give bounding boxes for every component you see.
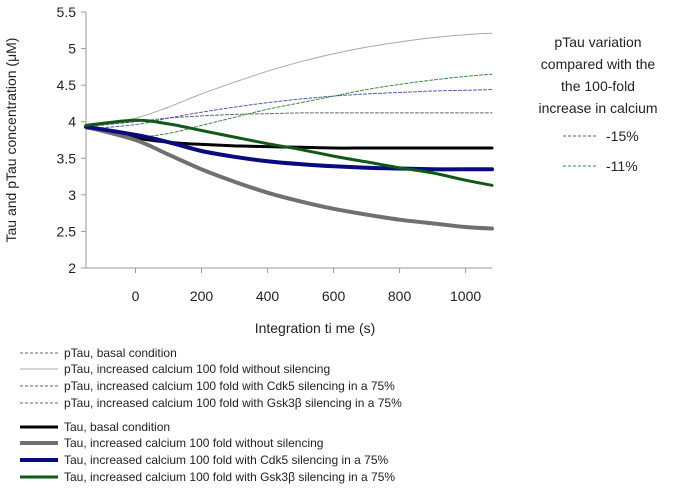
side-panel-title-line: pTau variation: [554, 34, 641, 50]
x-tick-label: 1000: [450, 288, 481, 304]
x-tick-label: 800: [388, 288, 412, 304]
legend-entry-label: pTau, increased calcium 100 fold with Cd…: [64, 379, 395, 393]
axes: 2 2.5 3 3.5 4 4.5 5 5.5 0 200 400 600 800 1000: [57, 4, 492, 304]
x-tick-label: 400: [256, 288, 280, 304]
legend-entry-label: Tau, basal condition: [64, 420, 170, 434]
series-layer: [84, 32, 494, 231]
side-panel-title-line: compared with the: [541, 56, 656, 72]
legend-entry-label: pTau, basal condition: [64, 346, 177, 360]
axis-titles: Integration ti me (s) Tau and pTau conce…: [3, 38, 375, 336]
y-tick-label: 5.5: [57, 4, 77, 20]
x-axis-title: Integration ti me (s): [255, 320, 376, 336]
legend: pTau, basal condition pTau, increased cal…: [20, 346, 402, 484]
x-tick-label: 200: [190, 288, 214, 304]
y-tick-label: 4: [68, 114, 76, 130]
series-line-4: [85, 73, 493, 137]
side-panel-title-line: the 100-fold: [561, 78, 635, 94]
y-tick-label: 5: [68, 41, 76, 57]
series-line-2: [85, 32, 493, 128]
y-axis-title: Tau and pTau concentration (μM): [3, 38, 19, 243]
x-tick-label: 600: [322, 288, 346, 304]
side-panel-label: -15%: [606, 128, 639, 144]
y-tick-label: 3.5: [57, 150, 77, 166]
series-line-3: [85, 89, 493, 130]
legend-entry-label: pTau, increased calcium 100 fold with Gs…: [64, 396, 402, 410]
legend-entry-label: Tau, increased calcium 100 fold with Gsk…: [64, 470, 395, 484]
y-tick-label: 4.5: [57, 77, 77, 93]
y-tick-label: 2: [68, 260, 76, 276]
legend-entry-label: pTau, increased calcium 100 fold without…: [64, 362, 330, 376]
legend-entry-label: Tau, increased calcium 100 fold with Cdk…: [64, 453, 389, 467]
y-tick-label: 3: [68, 187, 76, 203]
series-line-7: [84, 124, 494, 172]
side-panel-title-line: increase in calcium: [538, 100, 657, 116]
series-line-6: [84, 124, 494, 231]
series-line-8: [84, 118, 494, 187]
x-tick-label: 0: [132, 288, 140, 304]
legend-entry-label: Tau, increased calcium 100 fold without …: [64, 436, 323, 450]
side-panel: pTau variation compared with the the 100-f…: [538, 34, 657, 174]
y-tick-label: 2.5: [57, 223, 77, 239]
side-panel-label: -11%: [606, 158, 638, 174]
